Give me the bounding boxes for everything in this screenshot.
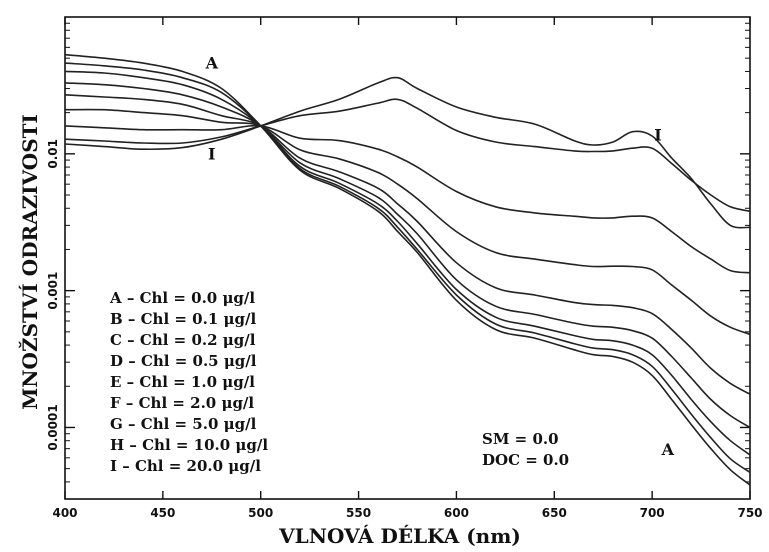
y-axis: 0.01 0.001 0.0001 <box>46 22 750 500</box>
series-line-2 <box>64 70 751 456</box>
x-tick-label: 750 <box>737 506 762 520</box>
x-axis: 400 450 500 550 600 650 700 750 <box>52 17 763 520</box>
series-line-3 <box>64 82 751 429</box>
y-tick-label: 0.0001 <box>46 404 60 450</box>
curve-labels: A I I A <box>205 54 675 459</box>
x-tick-label: 550 <box>346 506 371 520</box>
series-group <box>64 53 751 486</box>
legend: A – Chl = 0.0 μg/l B – Chl = 0.1 μg/l C – … <box>109 289 268 475</box>
series-line-8 <box>64 76 751 229</box>
annotations: SM = 0.0 DOC = 0.0 <box>482 430 569 469</box>
x-tick-label: 400 <box>52 506 77 520</box>
series-line-7 <box>64 98 751 213</box>
legend-entry: C – Chl = 0.2 μg/l <box>110 331 256 349</box>
legend-entry: G – Chl = 5.0 μg/l <box>110 415 257 433</box>
legend-entry: D – Chl = 0.5 μg/l <box>110 352 257 370</box>
curve-label: A <box>661 440 675 459</box>
annotation-text: DOC = 0.0 <box>482 451 569 469</box>
legend-entry: A – Chl = 0.0 μg/l <box>109 289 255 307</box>
x-tick-label: 450 <box>150 506 175 520</box>
series-line-4 <box>64 94 751 395</box>
legend-entry: F – Chl = 2.0 μg/l <box>110 394 254 412</box>
curve-label: A <box>205 54 219 73</box>
series-line-5 <box>64 108 751 336</box>
series-line-0 <box>64 53 751 486</box>
y-axis-title: MNOŽSTVÍ ODRAZIVOSTI <box>18 114 42 410</box>
x-tick-label: 650 <box>542 506 567 520</box>
x-axis-title: VLNOVÁ DÉLKA (nm) <box>278 524 521 548</box>
annotation-text: SM = 0.0 <box>482 430 559 448</box>
x-tick-label: 700 <box>640 506 665 520</box>
legend-entry: H – Chl = 10.0 μg/l <box>110 436 268 454</box>
plot-frame <box>64 16 751 500</box>
curve-label: I <box>654 126 661 145</box>
legend-entry: I – Chl = 20.0 μg/l <box>110 457 261 475</box>
y-tick-label: 0.001 <box>46 272 60 310</box>
x-tick-label: 600 <box>444 506 469 520</box>
series-line-6 <box>64 124 751 274</box>
curve-label: I <box>208 144 215 163</box>
legend-entry: B – Chl = 0.1 μg/l <box>110 310 256 328</box>
y-tick-label: 0.01 <box>46 139 60 169</box>
series-line-1 <box>64 62 751 473</box>
legend-entry: E – Chl = 1.0 μg/l <box>110 373 255 391</box>
x-tick-label: 500 <box>248 506 273 520</box>
